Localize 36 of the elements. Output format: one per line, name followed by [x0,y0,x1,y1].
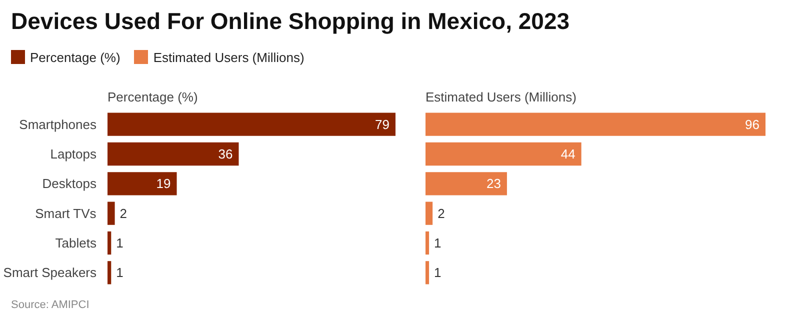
chart-subtitle: Estimated Users (Millions) [426,90,576,104]
y-tick-label: Smart Speakers [3,265,97,280]
source-note: Source: AMIPCI [11,298,90,313]
bar [108,172,177,196]
bar [426,231,430,255]
bar [426,142,582,166]
chart-subtitle: Percentage (%) [108,90,198,104]
bar [108,202,115,225]
y-tick-label: Laptops [50,146,97,162]
legend-label: Estimated Users (Millions) [153,50,304,65]
data-label: 23 [486,176,501,192]
data-label: 1 [434,236,442,250]
data-label: 36 [218,146,233,162]
y-tick-label: Smartphones [19,116,97,132]
data-label: 1 [116,265,124,280]
bar [108,261,112,284]
data-label: 44 [560,146,576,162]
data-label: 96 [745,116,760,132]
y-tick-label: Tablets [55,236,97,250]
bar [426,261,430,284]
data-label: 19 [156,176,171,192]
bar [426,172,507,196]
y-tick-label: Smart TVs [35,206,97,221]
bar [108,112,396,136]
data-label: 2 [120,206,128,221]
y-tick-label: Desktops [42,176,97,192]
bar [108,142,239,166]
data-label: 2 [438,206,445,221]
bar [426,112,766,136]
bar [426,202,433,225]
chart-title: Devices Used For Online Shopping in Mexico, 2023 [11,7,570,36]
data-label: 1 [116,236,124,250]
data-label: 1 [434,265,442,280]
bar [108,231,112,255]
data-label: 79 [375,116,390,132]
legend-label: Percentage (%) [30,50,120,65]
